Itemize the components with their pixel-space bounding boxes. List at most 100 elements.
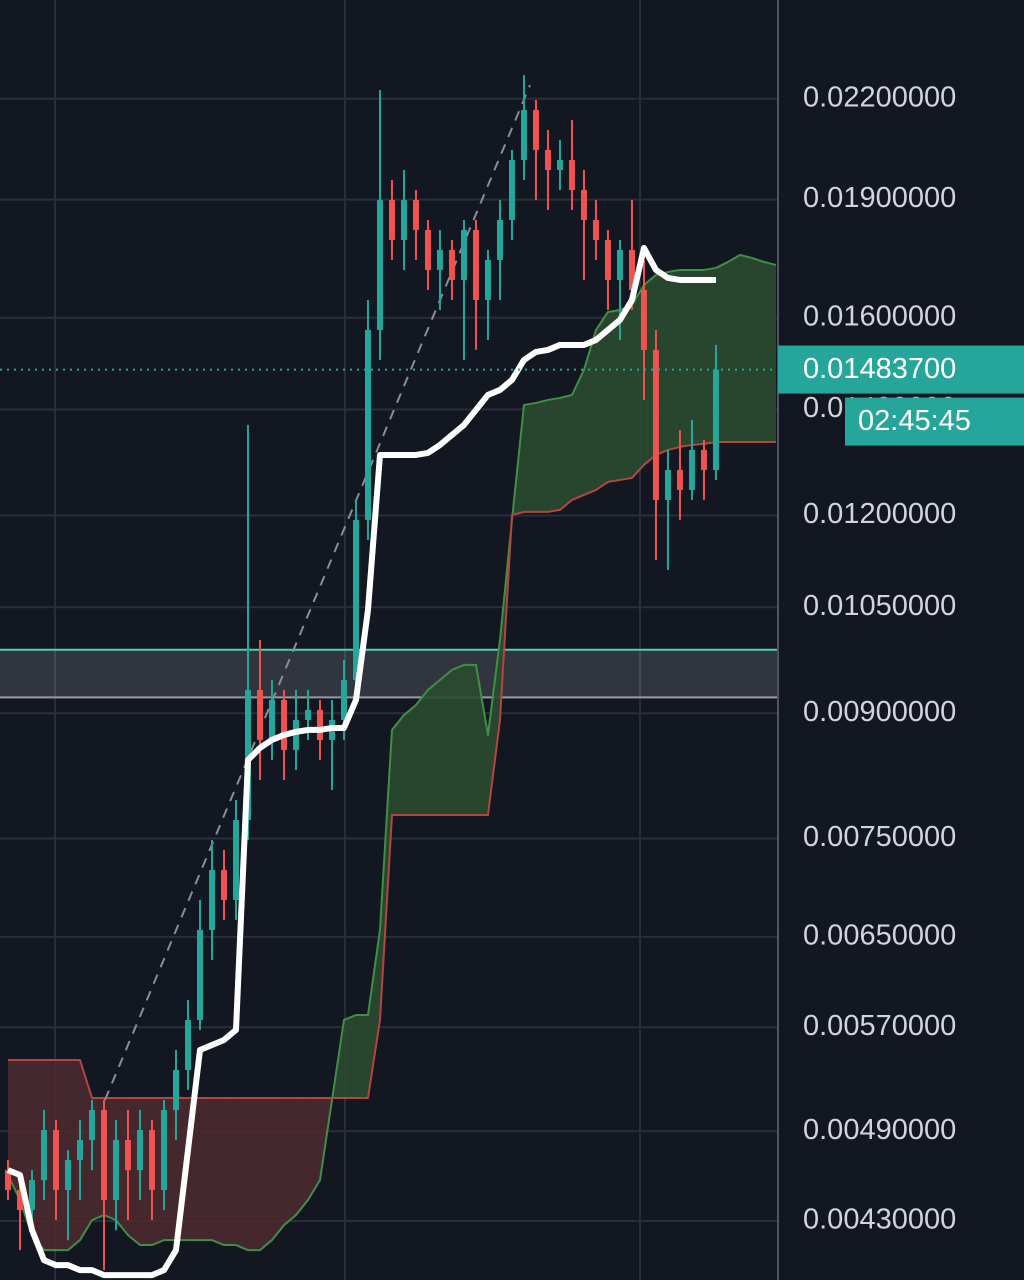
candle-body xyxy=(29,1180,36,1210)
candle-body xyxy=(352,519,359,680)
candle-body xyxy=(17,1189,24,1210)
cloud-fill xyxy=(739,254,752,442)
candle-body xyxy=(160,1110,167,1190)
y-tick-label: 0.01900000 xyxy=(803,182,956,214)
baseline-line xyxy=(6,244,716,1279)
candle-body xyxy=(316,709,323,740)
candle-body xyxy=(388,199,395,240)
candle-body xyxy=(700,449,707,470)
cloud-span-b xyxy=(8,440,776,1100)
cloud-fill xyxy=(463,664,476,816)
candle-body xyxy=(508,159,515,220)
y-tick-label: 0.01050000 xyxy=(803,590,956,622)
candle-body xyxy=(88,1110,95,1141)
cloud-fill xyxy=(607,309,620,482)
candle-body xyxy=(544,149,551,170)
cloud-fill xyxy=(56,1060,69,1251)
candle-body xyxy=(664,469,671,500)
y-tick-label: 0.01600000 xyxy=(803,300,956,332)
candle-body xyxy=(41,1130,48,1181)
candle-body xyxy=(364,329,371,520)
y-tick-label: 0.01200000 xyxy=(803,498,956,530)
cloud-fill xyxy=(44,1060,57,1251)
candle-body xyxy=(196,929,203,1020)
cloud-fill xyxy=(583,329,596,495)
cloud-fill xyxy=(127,1098,140,1246)
candle-body xyxy=(424,229,431,270)
candle-body xyxy=(676,469,683,490)
candle-body xyxy=(65,1160,72,1190)
y-tick-label: 0.00750000 xyxy=(803,821,956,853)
cloud-fill xyxy=(727,254,740,442)
candle-body xyxy=(688,449,695,490)
candle-body xyxy=(340,679,347,720)
cloud-fill xyxy=(763,261,776,442)
cloud-fill xyxy=(115,1098,128,1236)
cloud-fill xyxy=(223,1098,236,1246)
candle-body xyxy=(652,349,659,500)
cloud-fill xyxy=(751,257,764,442)
candle-body xyxy=(580,189,587,220)
cloud-fill xyxy=(343,1015,356,1099)
cloud-fill xyxy=(439,669,452,816)
cloud-fill xyxy=(535,399,548,512)
candle-body xyxy=(484,259,491,300)
candle-body xyxy=(376,199,383,330)
candle-body xyxy=(244,689,251,821)
cloud-fill xyxy=(679,269,692,447)
candle-body xyxy=(184,1019,191,1070)
candle-body xyxy=(256,689,263,740)
candle-body xyxy=(53,1130,60,1190)
candle-body xyxy=(304,709,311,720)
candle-body xyxy=(268,699,275,740)
candle-body xyxy=(520,109,527,160)
cloud-fill xyxy=(547,397,560,512)
candle-body xyxy=(100,1110,107,1201)
cloud-fill xyxy=(271,1098,284,1241)
y-tick-label: 0.00900000 xyxy=(803,696,956,728)
candle-body xyxy=(460,229,467,280)
cloud-fill xyxy=(619,304,632,480)
candle-body xyxy=(112,1140,119,1201)
cloud-fill xyxy=(355,1015,368,1099)
cloud-fill xyxy=(403,704,416,816)
cloud-fill xyxy=(391,714,404,816)
candle-body xyxy=(628,249,635,290)
cloud-fill xyxy=(523,402,536,512)
zone-band xyxy=(0,649,778,698)
cloud-span-a xyxy=(7,253,777,1252)
countdown-box xyxy=(845,397,1024,446)
candle-body xyxy=(556,159,563,170)
cloud-fill xyxy=(307,1098,320,1201)
candle-body xyxy=(220,869,227,900)
plot-area xyxy=(0,0,778,1280)
cloud-fill xyxy=(283,1098,296,1226)
cloud-fill xyxy=(367,929,380,1099)
candle-body xyxy=(232,820,239,900)
cloud-fill xyxy=(259,1098,272,1251)
cloud-fill xyxy=(559,394,572,510)
candle-body xyxy=(208,869,215,930)
candle-body xyxy=(124,1140,131,1171)
candle-body xyxy=(532,109,539,150)
candle-body xyxy=(448,249,455,280)
cloud-fill xyxy=(487,639,500,816)
candle-body xyxy=(592,219,599,240)
candle-body xyxy=(604,239,611,280)
candle-body xyxy=(616,249,623,280)
cloud-fill xyxy=(235,1098,248,1251)
last-price-box xyxy=(778,345,1024,394)
y-tick-label: 0.00430000 xyxy=(803,1204,956,1236)
cloud-fill xyxy=(451,664,464,816)
cloud-fill xyxy=(595,311,608,490)
candle-body xyxy=(472,229,479,300)
cloud-fill xyxy=(379,729,392,1020)
cloud-fill xyxy=(68,1060,80,1251)
cloud-fill xyxy=(415,689,428,816)
candle-body xyxy=(712,369,719,470)
cloud-fill xyxy=(247,1098,260,1251)
candle-body xyxy=(136,1130,143,1171)
y-tick-label: 0.00570000 xyxy=(803,1010,956,1042)
price-axis: 0.022000000.019000000.016000000.01400000… xyxy=(777,0,1024,1280)
